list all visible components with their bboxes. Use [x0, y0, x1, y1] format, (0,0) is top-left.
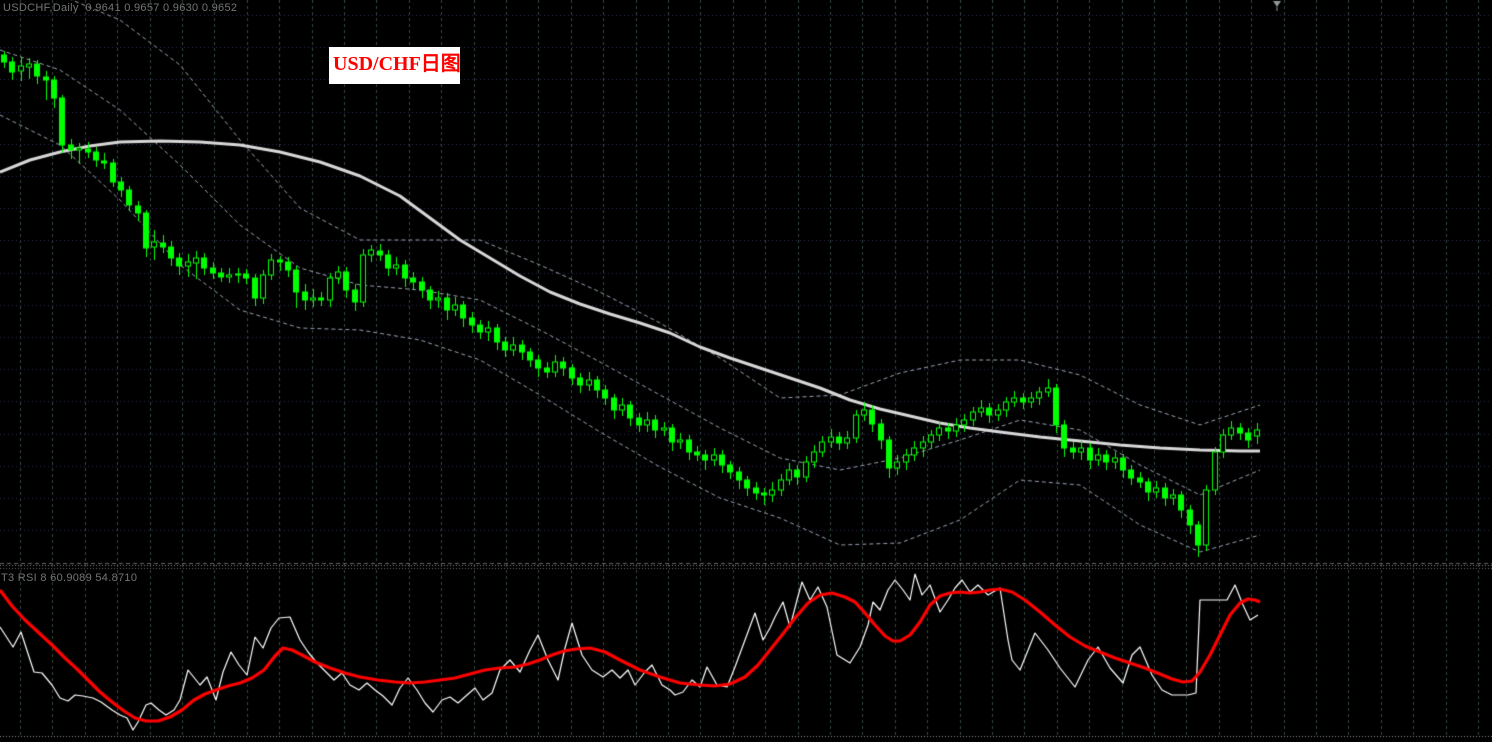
indicator-label: T3 RSI 8 60.9089 54.8710	[1, 572, 138, 584]
ohlc-header: USDCHF,Daily 0.9641 0.9657 0.9630 0.9652	[3, 2, 238, 14]
chart-annotation-label[interactable]: USD/CHF日图	[329, 47, 461, 84]
